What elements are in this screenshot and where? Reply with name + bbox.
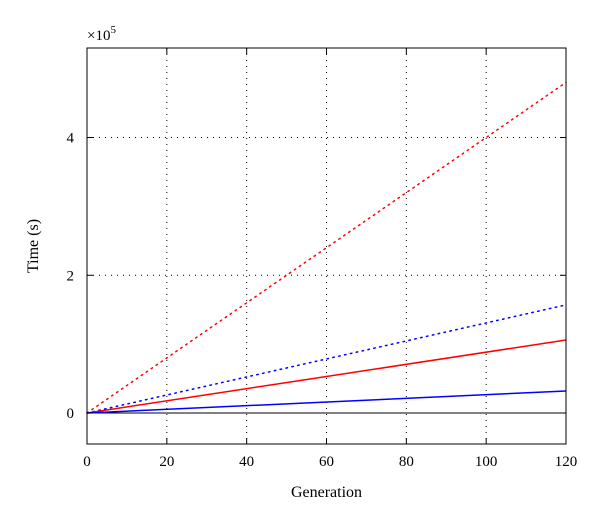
grid bbox=[87, 48, 566, 444]
x-tick-label: 100 bbox=[475, 454, 498, 470]
ticks: 0 20 40 60 80 100 120 0 2 4 bbox=[67, 48, 578, 470]
y-tick-label: 0 bbox=[67, 406, 75, 422]
y-exponent-label: ×105 bbox=[87, 24, 116, 44]
series-line-dotted bbox=[86, 304, 567, 414]
y-tick-label: 4 bbox=[67, 131, 75, 147]
x-tick-label: 40 bbox=[239, 454, 254, 470]
y-tick-label: 2 bbox=[67, 268, 75, 284]
y-axis-label: Time (s) bbox=[25, 219, 42, 273]
x-tick-label: 120 bbox=[555, 454, 578, 470]
x-tick-label: 20 bbox=[159, 454, 174, 470]
y-exponent-base: ×10 bbox=[87, 28, 110, 44]
series-line-dotted bbox=[86, 81, 567, 414]
x-tick-label: 0 bbox=[83, 454, 91, 470]
series-line-solid bbox=[86, 390, 567, 414]
x-tick-label: 60 bbox=[319, 454, 334, 470]
x-tick-label: 80 bbox=[399, 454, 414, 470]
x-axis-label: Generation bbox=[291, 484, 362, 501]
series-layer bbox=[86, 81, 567, 414]
series-line-solid bbox=[86, 339, 567, 414]
y-exponent-power: 5 bbox=[110, 24, 116, 36]
